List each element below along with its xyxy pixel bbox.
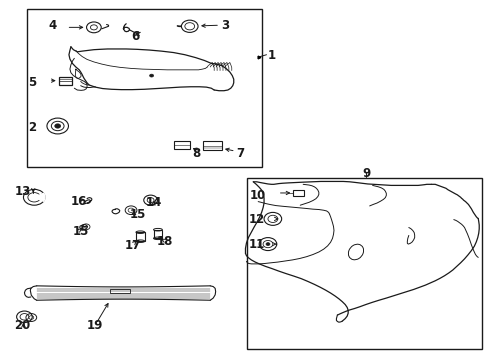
Text: 12: 12: [248, 213, 264, 226]
Text: 10: 10: [249, 189, 265, 202]
Bar: [203, 141, 222, 150]
Circle shape: [149, 74, 153, 77]
Text: 2: 2: [28, 121, 37, 134]
Text: 6: 6: [131, 30, 139, 42]
Bar: [174, 141, 189, 149]
Text: 13: 13: [15, 185, 31, 198]
Text: 1: 1: [267, 49, 276, 62]
Text: 8: 8: [192, 147, 200, 160]
Text: 4: 4: [49, 19, 57, 32]
Text: 14: 14: [145, 196, 162, 209]
Text: 3: 3: [221, 19, 229, 32]
Text: 5: 5: [28, 76, 37, 89]
Text: 7: 7: [236, 147, 244, 160]
Text: 16: 16: [71, 195, 87, 208]
Circle shape: [265, 243, 269, 246]
Text: 11: 11: [248, 238, 264, 251]
Text: 15: 15: [72, 225, 88, 238]
Bar: [59, 77, 72, 85]
Text: 20: 20: [14, 319, 30, 332]
Text: 15: 15: [129, 208, 145, 221]
Circle shape: [55, 124, 61, 128]
Text: 9: 9: [362, 167, 370, 180]
Bar: [27, 9, 261, 167]
Wedge shape: [34, 193, 45, 201]
Bar: [153, 230, 162, 238]
Bar: [136, 232, 144, 241]
Text: 17: 17: [124, 239, 141, 252]
Text: 18: 18: [156, 235, 172, 248]
Text: 19: 19: [87, 319, 103, 332]
Bar: [110, 289, 129, 293]
Bar: [293, 190, 304, 196]
Bar: [246, 178, 481, 349]
